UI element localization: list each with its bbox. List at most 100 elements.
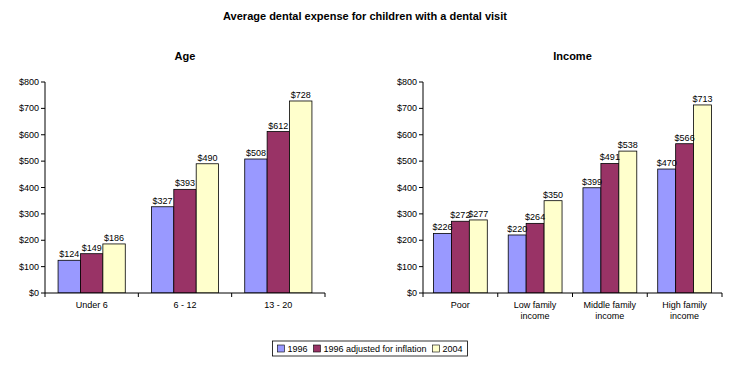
data-label: $264: [525, 212, 545, 222]
y-tick: [419, 240, 423, 241]
label-line: income: [670, 311, 699, 321]
x-tick: [423, 293, 424, 297]
x-tick: [138, 293, 139, 297]
data-label: $470: [657, 158, 677, 168]
label-line: income: [521, 311, 550, 321]
data-label: $490: [197, 153, 217, 163]
bar: [508, 235, 526, 293]
x-tick: [45, 293, 46, 297]
data-label: $508: [246, 148, 266, 158]
y-tick-label: $800: [19, 77, 39, 87]
bar: [80, 254, 102, 293]
y-tick-label: $600: [397, 130, 417, 140]
x-tick-label: Poor: [451, 300, 470, 310]
bar: [544, 201, 562, 293]
bar: [601, 163, 619, 293]
y-tick: [41, 240, 45, 241]
bar: [694, 105, 712, 293]
x-tick-label: Middle familyincome: [584, 300, 637, 321]
data-label: $124: [59, 249, 79, 259]
x-tick-label: High familyincome: [662, 300, 707, 321]
bar: [469, 220, 487, 293]
bar: [196, 164, 218, 293]
y-tick-label: $700: [19, 103, 39, 113]
y-tick-label: $600: [19, 130, 39, 140]
bar: [245, 159, 267, 293]
y-tick-label: $400: [397, 183, 417, 193]
y-tick: [41, 134, 45, 135]
bar: [290, 101, 312, 293]
data-label: $327: [153, 196, 173, 206]
y-tick: [41, 213, 45, 214]
main-title: Average dental expense for children with…: [223, 10, 507, 22]
y-tick: [419, 108, 423, 109]
data-label: $393: [175, 178, 195, 188]
y-tick: [419, 82, 423, 83]
y-tick: [419, 213, 423, 214]
x-tick: [572, 293, 573, 297]
y-tick-label: $0: [29, 288, 39, 298]
data-label: $277: [468, 209, 488, 219]
legend-label: 1996: [287, 344, 307, 354]
y-tick-label: $400: [19, 183, 39, 193]
x-axis: [45, 293, 325, 294]
y-tick: [41, 161, 45, 162]
label-line: income: [595, 311, 624, 321]
y-tick: [419, 293, 423, 294]
y-tick-label: $500: [397, 156, 417, 166]
chart-root: Average dental expense for children with…: [0, 0, 730, 369]
y-tick-label: $100: [397, 262, 417, 272]
data-label: $350: [543, 190, 563, 200]
bar: [526, 223, 544, 293]
y-tick-label: $300: [397, 209, 417, 219]
bar: [103, 244, 125, 293]
legend-label: 1996 adjusted for inflation: [323, 344, 426, 354]
y-tick-label: $300: [19, 209, 39, 219]
y-tick: [419, 161, 423, 162]
bar: [583, 188, 601, 293]
bars: [433, 105, 711, 293]
bar: [58, 260, 80, 293]
y-tick-label: $200: [397, 235, 417, 245]
y-tick: [41, 108, 45, 109]
legend-box: [272, 341, 467, 356]
data-label: $728: [291, 90, 311, 100]
bar: [267, 132, 289, 293]
y-tick-label: $100: [19, 262, 39, 272]
data-label: $186: [104, 233, 124, 243]
y-tick: [419, 266, 423, 267]
bar: [451, 221, 469, 293]
bars: [58, 101, 312, 293]
y-tick-label: $500: [19, 156, 39, 166]
legend-swatch: [277, 345, 284, 352]
data-label: $399: [582, 177, 602, 187]
x-tick-label: Low familyincome: [514, 300, 557, 321]
y-tick: [419, 187, 423, 188]
y-tick-label: $800: [397, 77, 417, 87]
data-label: $713: [693, 94, 713, 104]
bar: [658, 169, 676, 293]
y-tick: [41, 293, 45, 294]
data-label: $220: [507, 224, 527, 234]
legend-swatch: [313, 345, 320, 352]
x-tick-label: 13 - 20: [264, 300, 292, 310]
bar: [619, 151, 637, 293]
label-line: High family: [662, 300, 707, 310]
legend-label: 2004: [443, 344, 463, 354]
data-label: $612: [268, 121, 288, 131]
legend: 1996 1996 adjusted for inflation 2004: [272, 341, 467, 356]
x-tick: [231, 293, 232, 297]
label-line: Middle family: [584, 300, 637, 310]
label-line: Low family: [514, 300, 557, 310]
bar: [433, 233, 451, 293]
data-label: $226: [432, 222, 452, 232]
data-label: $566: [675, 133, 695, 143]
x-tick-label: 6 - 12: [173, 300, 196, 310]
x-tick: [647, 293, 648, 297]
x-tick: [497, 293, 498, 297]
x-tick-label: Under 6: [76, 300, 108, 310]
x-tick: [325, 293, 326, 297]
chart-title: Age: [175, 50, 196, 62]
bar: [151, 207, 173, 293]
y-tick: [41, 187, 45, 188]
